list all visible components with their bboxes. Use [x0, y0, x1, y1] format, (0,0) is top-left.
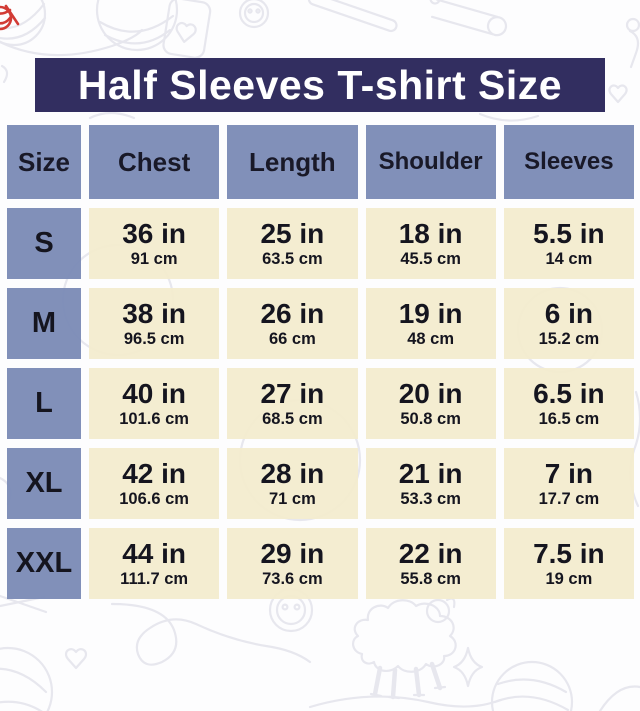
cell-xxl-length: 29 in 73.6 cm	[227, 528, 358, 599]
cell-l-chest: 40 in 101.6 cm	[89, 368, 220, 439]
cm-value: 17.7 cm	[538, 489, 600, 508]
inches-value: 18 in	[398, 218, 463, 250]
cell-s-chest: 36 in 91 cm	[89, 208, 220, 279]
button-icon	[238, 0, 270, 29]
cm-value: 101.6 cm	[119, 409, 189, 428]
size-table: Size Chest Length Shoulder Sleeves S 36 …	[7, 125, 634, 599]
inches-value: 27 in	[260, 378, 325, 410]
page-title: Half Sleeves T-shirt Size	[77, 61, 563, 108]
inches-value: 44 in	[122, 538, 187, 570]
cm-value: 48 cm	[407, 329, 455, 348]
cell-xl-sleeves: 7 in 17.7 cm	[503, 448, 634, 519]
heart-icon	[64, 648, 88, 670]
yarn-ball-icon	[0, 0, 144, 57]
inches-value: 19 in	[398, 298, 463, 330]
cm-value: 16.5 cm	[538, 409, 600, 428]
cm-value: 45.5 cm	[400, 249, 461, 268]
column-header-shoulder: Shoulder	[365, 125, 496, 199]
size-cell-xxl: XXL	[7, 528, 81, 599]
size-cell-s: S	[7, 208, 81, 279]
cm-value: 14 cm	[545, 249, 593, 268]
inches-value: 22 in	[398, 538, 463, 570]
safety-pin-icon	[429, 0, 508, 37]
knitting-needle-icon	[307, 0, 398, 33]
inches-value: 20 in	[398, 378, 463, 410]
cell-l-sleeves: 6.5 in 16.5 cm	[503, 368, 634, 439]
size-cell-m: M	[7, 288, 81, 359]
inches-value: 29 in	[260, 538, 325, 570]
cell-l-length: 27 in 68.5 cm	[227, 368, 358, 439]
cm-value: 111.7 cm	[120, 569, 189, 588]
cell-s-sleeves: 5.5 in 14 cm	[503, 208, 634, 279]
cell-s-length: 25 in 63.5 cm	[227, 208, 358, 279]
sparkle-icon	[452, 646, 484, 688]
cell-xl-length: 28 in 71 cm	[227, 448, 358, 519]
cell-xl-shoulder: 21 in 53.3 cm	[365, 448, 496, 519]
inches-value: 28 in	[260, 458, 325, 490]
inches-value: 7 in	[544, 458, 593, 490]
cm-value: 106.6 cm	[119, 489, 189, 508]
cell-m-length: 26 in 66 cm	[227, 288, 358, 359]
size-cell-l: L	[7, 368, 81, 439]
inches-value: 5.5 in	[533, 218, 605, 250]
cell-l-shoulder: 20 in 50.8 cm	[365, 368, 496, 439]
yarn-ball-icon	[0, 646, 54, 711]
sheep-icon	[352, 597, 457, 700]
cm-value: 19 cm	[545, 569, 593, 588]
inches-value: 38 in	[122, 298, 187, 330]
safety-pin-icon	[625, 17, 640, 69]
cm-value: 53.3 cm	[400, 489, 461, 508]
yarn-ball-icon	[308, 660, 574, 711]
inches-value: 40 in	[122, 378, 187, 410]
inches-value: 42 in	[122, 458, 187, 490]
cm-value: 63.5 cm	[262, 249, 323, 268]
size-cell-xl: XL	[7, 448, 81, 519]
inches-value: 6.5 in	[533, 378, 605, 410]
column-header-chest: Chest	[89, 125, 220, 199]
cell-xxl-shoulder: 22 in 55.8 cm	[365, 528, 496, 599]
inches-value: 26 in	[260, 298, 325, 330]
column-header-length: Length	[227, 125, 358, 199]
cell-xxl-chest: 44 in 111.7 cm	[89, 528, 220, 599]
cm-value: 50.8 cm	[400, 409, 461, 428]
title-banner: Half Sleeves T-shirt Size	[35, 58, 605, 112]
inches-value: 36 in	[122, 218, 187, 250]
inches-value: 25 in	[260, 218, 325, 250]
cm-value: 96.5 cm	[123, 329, 185, 348]
cell-m-sleeves: 6 in 15.2 cm	[503, 288, 634, 359]
cm-value: 15.2 cm	[538, 329, 600, 348]
heart-icon	[608, 84, 628, 104]
cm-value: 66 cm	[268, 329, 316, 348]
cm-value: 55.8 cm	[400, 569, 461, 588]
cell-xxl-sleeves: 7.5 in 19 cm	[503, 528, 634, 599]
inches-value: 7.5 in	[533, 538, 605, 570]
cm-value: 68.5 cm	[262, 409, 323, 428]
cell-s-shoulder: 18 in 45.5 cm	[365, 208, 496, 279]
yarn-tag-heart-icon	[95, 0, 212, 59]
cm-value: 91 cm	[130, 249, 178, 268]
cell-xl-chest: 42 in 106.6 cm	[89, 448, 220, 519]
yarn-thread-heart-icon	[110, 602, 312, 666]
inches-value: 21 in	[398, 458, 463, 490]
column-header-size: Size	[7, 125, 81, 199]
inches-value: 6 in	[544, 298, 593, 330]
column-header-sleeves: Sleeves	[503, 125, 634, 199]
cell-m-shoulder: 19 in 48 cm	[365, 288, 496, 359]
cell-m-chest: 38 in 96.5 cm	[89, 288, 220, 359]
red-yarn-icon	[0, 4, 20, 31]
cm-value: 73.6 cm	[262, 569, 323, 588]
cm-value: 71 cm	[268, 489, 316, 508]
